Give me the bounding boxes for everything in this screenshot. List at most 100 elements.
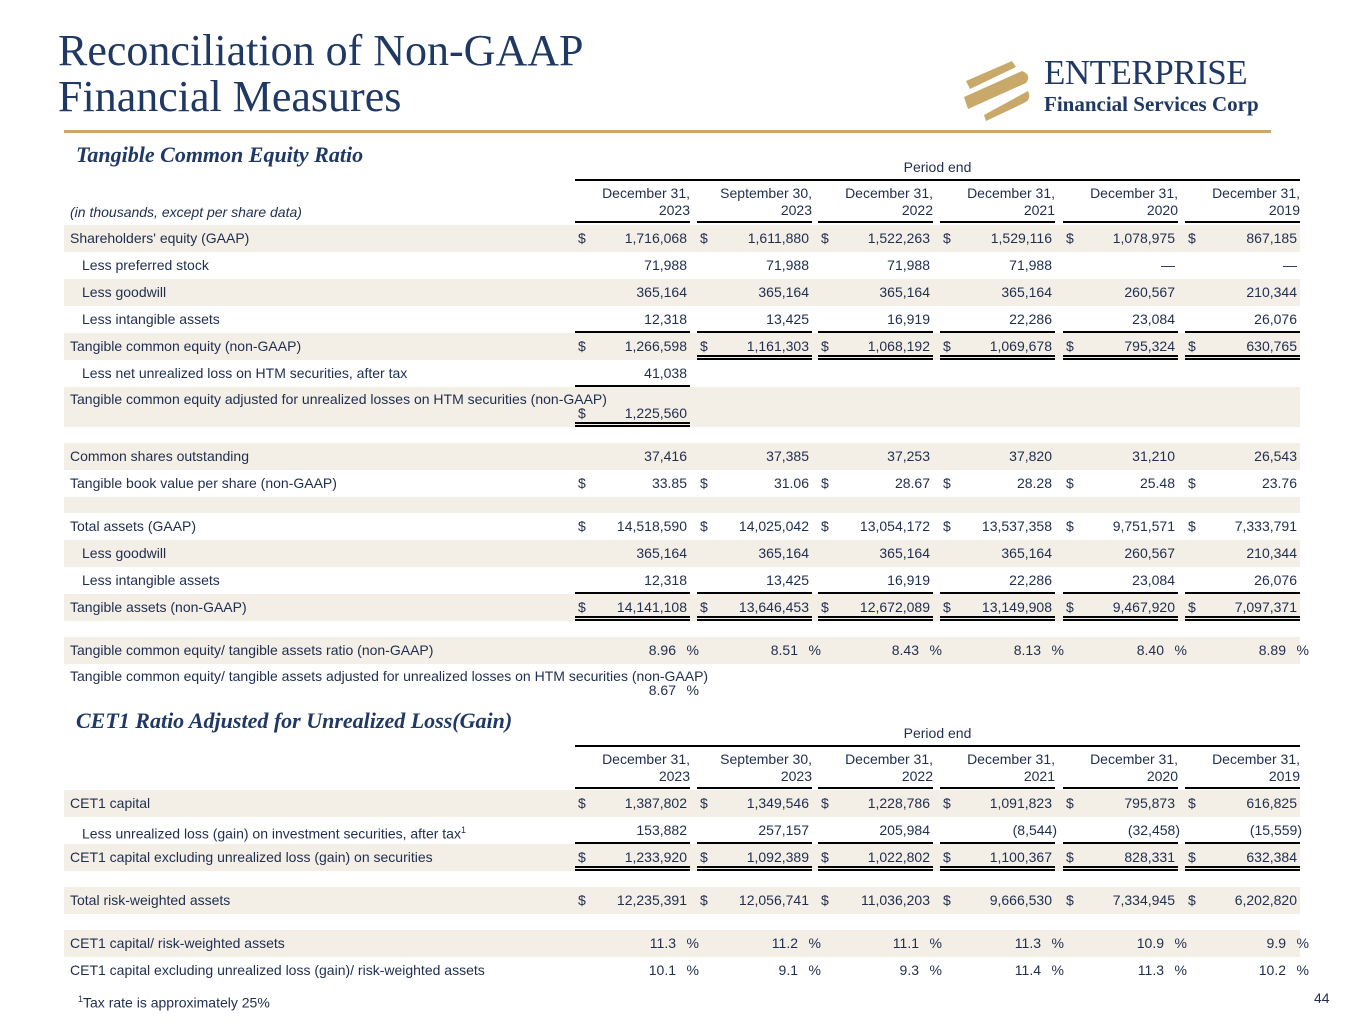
- row-label: Tangible common equity/ tangible assets …: [70, 668, 708, 684]
- value-cell: 9.3%: [818, 957, 942, 984]
- value: 1,233,920: [624, 849, 687, 865]
- value-cell: 260,567: [1063, 279, 1178, 306]
- row-label: Tangible common equity (non-GAAP): [70, 338, 301, 354]
- value: 10.2: [1258, 962, 1286, 978]
- value-cell: 11.3%: [940, 930, 1064, 957]
- currency-sign: $: [700, 475, 708, 491]
- row-label: Common shares outstanding: [70, 448, 249, 464]
- value-cell: $25.48: [1063, 470, 1178, 497]
- percent-sign: %: [1296, 935, 1309, 951]
- currency-sign: $: [821, 849, 829, 865]
- currency-sign: $: [578, 475, 586, 491]
- column-header: December 31, 2023: [575, 751, 690, 785]
- value: 7,333,791: [1234, 518, 1297, 534]
- currency-sign: $: [943, 230, 951, 246]
- column-header-month: December 31,: [1212, 751, 1300, 767]
- value: 1,022,802: [867, 849, 930, 865]
- value: 365,164: [879, 284, 930, 300]
- value-cell: 365,164: [818, 279, 933, 306]
- value-cell: $1,068,192: [818, 333, 933, 360]
- column-header-rule: [1185, 787, 1300, 789]
- currency-sign: $: [821, 475, 829, 491]
- column-header-year: 2021: [1023, 768, 1055, 784]
- column-header-month: December 31,: [845, 751, 933, 767]
- value-cell: 210,344: [1185, 540, 1300, 567]
- value: 13,054,172: [859, 518, 930, 534]
- column-header: December 31, 2020: [1063, 751, 1178, 785]
- value: 11.4: [1014, 962, 1041, 978]
- value-cell: $13,054,172: [818, 513, 933, 540]
- currency-sign: $: [1066, 599, 1074, 615]
- column-header-rule: [1185, 221, 1300, 223]
- value: 13,149,908: [981, 599, 1052, 615]
- value-cell: $9,751,571: [1063, 513, 1178, 540]
- currency-sign: $: [700, 599, 708, 615]
- value-cell: $1,092,389: [697, 844, 812, 871]
- percent-sign: %: [1051, 935, 1064, 951]
- column-header-month: September 30,: [720, 185, 812, 201]
- percent-sign: %: [808, 962, 821, 978]
- value: 13,537,358: [981, 518, 1052, 534]
- period-line: [575, 745, 1300, 747]
- title-line-2: Financial Measures: [58, 72, 402, 121]
- currency-sign: $: [578, 230, 586, 246]
- column-header-year: 2020: [1146, 202, 1178, 218]
- column-header-rule: [1063, 221, 1178, 223]
- value: 14,141,108: [616, 599, 687, 615]
- column-header-month: December 31,: [845, 185, 933, 201]
- units-label: (in thousands, except per share data): [70, 204, 302, 220]
- value: 8.13: [1013, 642, 1041, 658]
- column-header: December 31, 2019: [1185, 751, 1300, 785]
- percent-sign: %: [808, 935, 821, 951]
- currency-sign: $: [821, 599, 829, 615]
- value: 1,716,068: [624, 230, 687, 246]
- column-header-rule: [940, 787, 1055, 789]
- column-header-rule: [940, 221, 1055, 223]
- column-header-year: 2023: [780, 202, 812, 218]
- value: (32,458): [1127, 822, 1180, 838]
- value-cell: $1,228,786: [818, 790, 933, 817]
- value-cell: $13,149,908: [940, 594, 1055, 621]
- value-cell: $1,387,802: [575, 790, 690, 817]
- value-cell: —: [1063, 252, 1178, 279]
- table-row: CET1 capital/ risk-weighted assets 11.3% 1…: [64, 930, 1309, 957]
- value-cell: $14,518,590: [575, 513, 690, 540]
- value-cell: $12,056,741: [697, 887, 812, 914]
- value: 1,092,389: [746, 849, 809, 865]
- value: 616,825: [1246, 795, 1297, 811]
- value-cell: 26,543: [1185, 443, 1300, 470]
- value-cell: $632,384: [1185, 844, 1300, 871]
- row-label-text: Tangible book value per share (non-GAAP): [70, 475, 337, 491]
- value-cell: 13,425: [697, 567, 812, 594]
- table-row: Total risk-weighted assets $12,235,391 $12…: [64, 887, 1300, 914]
- value-cell: (8,544): [940, 817, 1057, 844]
- value-cell: 23,084: [1063, 306, 1178, 333]
- row-label: Tangible common equity adjusted for unre…: [70, 391, 607, 407]
- table-row: Common shares outstanding 37,416 37,385 37,…: [64, 443, 1300, 470]
- value: 37,385: [766, 448, 809, 464]
- value: 12,318: [644, 311, 687, 327]
- currency-sign: $: [578, 892, 586, 908]
- row-label: Tangible assets (non-GAAP): [70, 599, 247, 615]
- value-cell: $1,225,560: [575, 387, 690, 427]
- column-header-rule: [1063, 787, 1178, 789]
- value-cell: $1,091,823: [940, 790, 1055, 817]
- value: 71,988: [644, 257, 687, 273]
- currency-sign: $: [821, 892, 829, 908]
- currency-sign: $: [578, 405, 586, 421]
- value: 28.28: [1016, 475, 1052, 491]
- value-cell: 8.89%: [1185, 637, 1309, 664]
- table-row: CET1 capital $1,387,802 $1,349,546 $1,228,7…: [64, 790, 1300, 817]
- currency-sign: $: [700, 338, 708, 354]
- value-cell: 11.3%: [575, 930, 699, 957]
- percent-sign: %: [686, 642, 699, 658]
- value: 795,324: [1124, 338, 1175, 354]
- page-title: Reconciliation of Non-GAAP Financial Meas…: [58, 28, 583, 120]
- column-header: December 31, 2021: [940, 751, 1055, 785]
- value-cell: $7,097,371: [1185, 594, 1300, 621]
- title-rule: [64, 130, 1271, 133]
- value-cell: 37,385: [697, 443, 812, 470]
- value: —: [1283, 257, 1297, 273]
- value: 867,185: [1246, 230, 1297, 246]
- value: 260,567: [1124, 545, 1175, 561]
